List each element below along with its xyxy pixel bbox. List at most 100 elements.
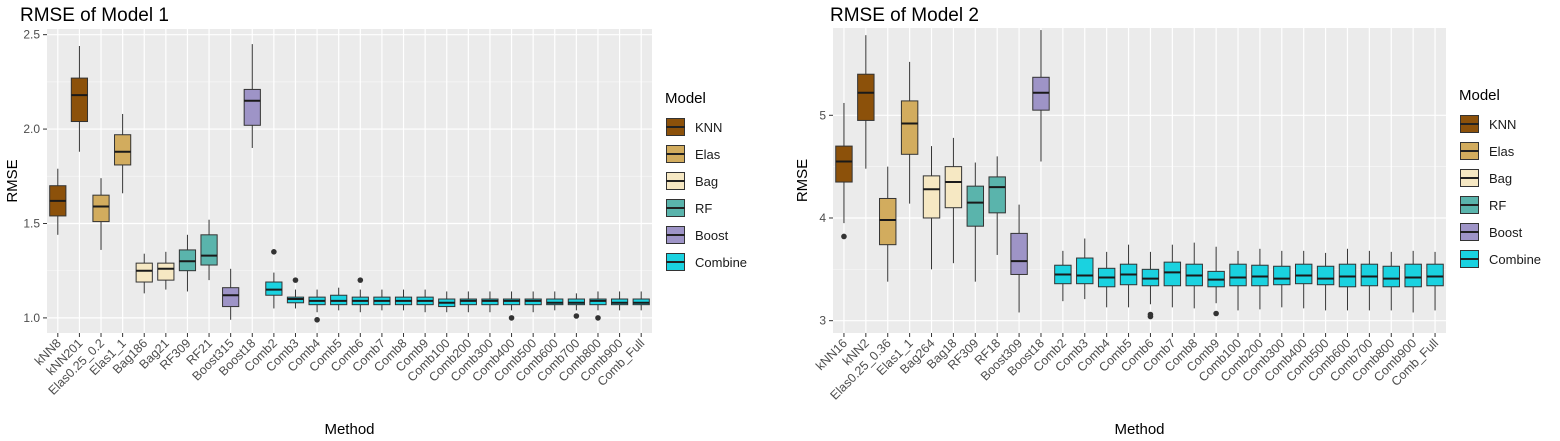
box-iqr <box>1316 265 1335 286</box>
box-comb3 <box>286 277 305 309</box>
legend-label-boost: Boost <box>1489 225 1523 240</box>
legend-label-bag: Bag <box>1489 171 1513 186</box>
legend-item-combine: Combine <box>1459 246 1541 273</box>
chart-title: RMSE of Model 1 <box>20 5 169 26</box>
y-tick-label: 3 <box>819 314 826 328</box>
legend-item-combine: Combine <box>665 249 747 276</box>
box-iqr <box>857 73 875 121</box>
box-iqr <box>157 262 175 281</box>
chart-title: RMSE of Model 2 <box>830 5 979 26</box>
box-comb600 <box>546 291 564 311</box>
box-comb-full <box>632 291 650 311</box>
box-bag186 <box>135 253 153 294</box>
box-elas0-25-0-36 <box>879 166 897 282</box>
box-knn8 <box>49 168 67 235</box>
legend-item-elas: Elas <box>665 141 747 168</box>
boxplot-chart-model-2: 345kNN16kNN2Elas0.25_0.36Elas1_1Bag264Ba… <box>794 28 1446 438</box>
box-iqr <box>70 77 89 123</box>
outlier-point <box>357 277 364 283</box>
box-iqr <box>1032 76 1050 111</box>
box-boost309 <box>1010 204 1028 313</box>
box-iqr <box>900 100 919 155</box>
legend-item-elas: Elas <box>1459 138 1541 165</box>
legend-label-knn: KNN <box>695 120 723 135</box>
legend-label-bag: Bag <box>695 174 719 189</box>
box-bag21 <box>157 251 175 290</box>
y-tick-label: 4 <box>819 211 826 225</box>
box-comb8 <box>1185 242 1203 309</box>
box-comb400 <box>502 291 521 321</box>
legend-item-rf: RF <box>665 195 747 222</box>
box-rf309 <box>966 162 985 282</box>
legend-label-rf: RF <box>695 201 713 216</box>
legend-item-bag: Bag <box>665 168 747 195</box>
x-axis-title: Method <box>324 421 374 438</box>
legend-label-elas: Elas <box>695 147 721 162</box>
outlier-point <box>508 315 515 321</box>
outlier-point <box>1147 311 1154 318</box>
box-comb800 <box>589 291 607 321</box>
box-knn2 <box>857 35 875 169</box>
box-comb7 <box>1163 244 1182 308</box>
box-comb100 <box>1229 250 1247 311</box>
box-iqr <box>944 166 963 209</box>
boxplot-chart-model-1: 1.01.52.02.5kNN8kNN201Elas0.25_0.2Elas1_… <box>4 28 652 438</box>
box-boost18 <box>1032 30 1050 162</box>
box-elas0-25-0-2 <box>92 178 110 250</box>
box-iqr <box>243 88 261 126</box>
box-iqr <box>92 194 110 223</box>
box-comb700 <box>1360 250 1379 311</box>
outlier-point <box>314 316 320 323</box>
box-comb5 <box>1119 244 1138 308</box>
box-rf18 <box>988 156 1006 255</box>
box-iqr <box>114 134 132 166</box>
box-comb500 <box>1316 252 1335 311</box>
x-axis-title: Method <box>1114 421 1164 438</box>
chart-panel-model-1: RMSE of Model 1 1.0 1.5 2.0 2.5 kNN8 kNN201 El… <box>4 5 747 438</box>
box-iqr <box>922 175 941 219</box>
legend: Model KNN Elas Bag RF Boost Combine <box>1459 87 1541 273</box>
box-comb300 <box>481 291 499 313</box>
box-iqr <box>1382 265 1400 288</box>
box-iqr <box>988 176 1006 214</box>
box-iqr <box>1229 263 1247 287</box>
box-knn16 <box>835 102 853 240</box>
outlier-point <box>1213 310 1219 317</box>
box-iqr <box>1141 268 1160 287</box>
y-tick-label: 1.0 <box>23 311 40 325</box>
box-elas1-1 <box>114 113 132 194</box>
box-comb8 <box>394 289 413 311</box>
legend-label-rf: RF <box>1489 198 1507 213</box>
y-axis-title: RMSE <box>794 159 811 202</box>
legend-label-boost: Boost <box>695 228 729 243</box>
outlier-point <box>573 313 580 319</box>
box-comb400 <box>1294 250 1313 309</box>
legend-label-combine: Combine <box>1489 252 1542 267</box>
outlier-point <box>841 233 847 240</box>
box-comb2 <box>1054 250 1072 302</box>
box-comb100 <box>438 291 456 313</box>
legend-label-knn: KNN <box>1489 117 1517 132</box>
legend-item-bag: Bag <box>1459 165 1541 192</box>
box-boost315 <box>222 268 240 320</box>
legend-item-knn: KNN <box>1459 111 1541 138</box>
box-iqr <box>966 185 985 227</box>
box-comb800 <box>1382 251 1400 311</box>
box-comb9 <box>416 289 434 313</box>
legend-item-boost: Boost <box>1459 219 1541 246</box>
plot-background <box>47 29 652 333</box>
box-comb200 <box>459 291 477 313</box>
box-iqr <box>1251 264 1269 287</box>
y-tick-label: 2.0 <box>23 122 40 136</box>
y-axis-title: RMSE <box>4 159 21 202</box>
box-comb4 <box>308 289 326 323</box>
box-comb600 <box>1338 248 1357 311</box>
legend-item-knn: KNN <box>665 114 747 141</box>
box-rf21 <box>200 219 218 281</box>
y-tick-label: 5 <box>819 108 826 122</box>
box-iqr <box>1338 263 1357 288</box>
box-comb6 <box>1141 251 1160 320</box>
box-comb200 <box>1251 248 1269 310</box>
box-iqr <box>879 197 897 246</box>
box-comb5 <box>330 287 348 311</box>
